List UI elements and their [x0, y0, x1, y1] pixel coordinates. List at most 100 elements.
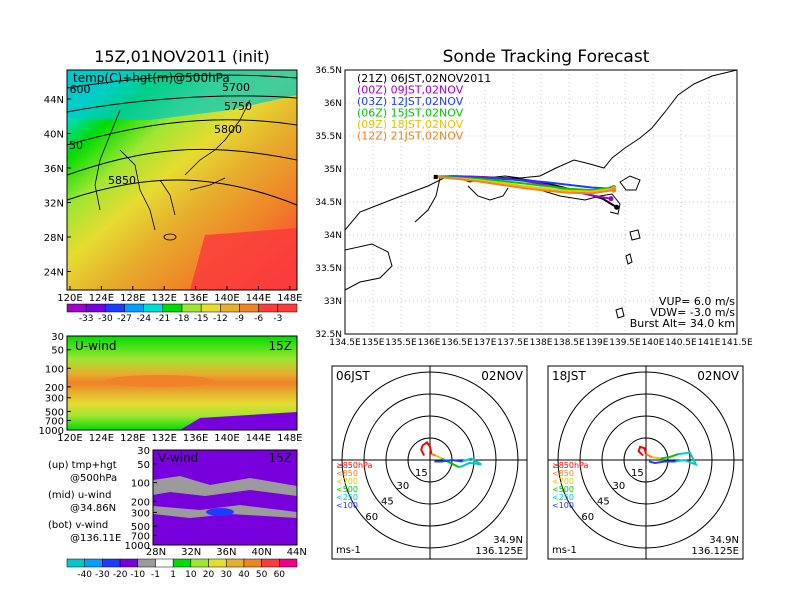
lat-tick-label: 40N: [44, 130, 64, 141]
pressure-tick-label: 100: [45, 364, 64, 375]
colorbar-label: -21: [155, 314, 170, 324]
lon-tick-label: 144E: [246, 433, 271, 444]
lat-tick-label: 40N: [251, 547, 271, 558]
coastline: [345, 70, 737, 231]
lon-tick-label: 134.5E: [329, 338, 361, 348]
pressure-tick-label: 700: [45, 416, 64, 427]
lon-tick-label: 138E: [530, 338, 553, 348]
pressure-tick-label: 1000: [39, 426, 64, 437]
tracking-lat-axis: 36.5N 36N 35.5N 35N 34.5N 34N 33.5N 33N 32.5N: [315, 66, 342, 340]
colorbar-swatch: [225, 558, 245, 568]
level-legend-entry: <250: [552, 493, 574, 502]
lon-tick-label: 136E: [418, 338, 441, 348]
landing-point: [611, 187, 617, 193]
lat-tick-label: 36.5N: [315, 66, 342, 76]
colorbar-label: -12: [213, 314, 228, 324]
contour-label: 50: [69, 139, 83, 152]
colorbar-label: -40: [77, 570, 92, 580]
level-legend-entry: <700: [336, 477, 358, 486]
panel-notes: (up) tmp+hgt @500hPa (mid) u-wind @34.86N (b…: [48, 460, 121, 544]
pressure-tick-label: 700: [131, 531, 150, 542]
colorbar-label: -24: [136, 314, 151, 324]
contour-label: 5850: [108, 174, 136, 187]
hodograph-trace: [434, 458, 463, 463]
lat-tick-label: 36N: [216, 547, 236, 558]
lat-tick-label: 44N: [287, 547, 307, 558]
pressure-tick-label: 300: [45, 394, 64, 405]
colorbar-swatch: [155, 558, 174, 568]
temperature-map: [67, 70, 297, 290]
run-legend-entry: (12Z) 21JST,02NOV: [357, 130, 464, 143]
colorbar-swatch: [162, 303, 183, 313]
colorbar-label: -20: [113, 570, 128, 580]
lat-tick-label: 33.5N: [315, 264, 342, 274]
colorbar-swatch: [243, 558, 262, 568]
map-variable-label: temp(C)+hgt(m)@500hPa: [73, 71, 230, 85]
lat-tick-label: 33N: [324, 297, 342, 307]
lon-tick-label: 120E: [57, 433, 82, 444]
hodograph-date: 02NOV: [481, 369, 523, 383]
colorbar-label: 50: [256, 570, 268, 580]
height-contour: [67, 179, 297, 206]
colorbar-swatch: [200, 303, 221, 313]
hodograph-trace: [660, 453, 679, 460]
colorbar-swatch: [66, 558, 85, 568]
lon-tick-label: 136E: [183, 293, 208, 304]
lon-tick-label: 128E: [120, 433, 145, 444]
pressure-tick-label: 50: [51, 346, 64, 357]
hodograph-frame: [331, 365, 528, 560]
colorbar-label: 20: [203, 570, 215, 580]
note-line: (mid) u-wind: [48, 490, 111, 501]
note-line: (bot) v-wind: [48, 520, 108, 531]
vwind-blue-core: [206, 508, 234, 516]
ring-label: 30: [397, 481, 410, 492]
ring-label: 60: [581, 512, 594, 523]
colorbar-swatch: [181, 303, 202, 313]
lon-tick-label: 138.5E: [553, 338, 585, 348]
contour-label: 5750: [224, 100, 252, 113]
hodograph-trace: [651, 456, 661, 460]
lat-tick-label: 35N: [324, 165, 342, 175]
left-title: 15Z,01NOV2011 (init): [94, 47, 270, 66]
pressure-tick-label: 1000: [125, 541, 150, 552]
ring-label: 30: [613, 481, 626, 492]
vwind-label: V-wind: [158, 451, 198, 465]
colorbar-swatch: [261, 558, 280, 568]
vwind-time: 15Z: [269, 451, 293, 465]
tracking-map-frame: [344, 69, 738, 335]
run-legend-entry: (03Z) 12JST,02NOV: [357, 95, 464, 108]
left-lon-axis: 120E 124E 128E 132E 136E 140E 144E 148E: [57, 286, 303, 304]
lat-tick-label: 35.5N: [315, 132, 342, 142]
run-legend-entry: (09Z) 18JST,02NOV: [357, 118, 464, 131]
run-legend: (21Z) 06JST,02NOV2011(00Z) 09JST,02NOV(0…: [357, 72, 491, 143]
colorbar-label: -18: [175, 314, 190, 324]
coastline: [345, 243, 393, 291]
colorbar-label: -3: [273, 314, 282, 324]
uwind-frame: [66, 335, 298, 431]
colorbar-label: 30: [221, 570, 233, 580]
level-legend-entry: <500: [336, 485, 358, 494]
hodograph-units: ms-1: [552, 545, 577, 556]
lon-tick-label: 136.5E: [441, 338, 473, 348]
level-legend-entry: <850: [336, 469, 358, 478]
wind-colorbar: -40 -30 -20 -10 -1 1 10 20 30 40 50 60: [66, 558, 298, 580]
hodograph-trace: [675, 451, 698, 467]
colorbar-label: -27: [117, 314, 132, 324]
height-contour: [67, 74, 297, 89]
contour-label: 5800: [214, 123, 242, 136]
island: [615, 229, 641, 319]
hodograph-lon: 136.125E: [691, 546, 739, 557]
note-line: (up) tmp+hgt: [48, 460, 117, 471]
colorbar-label: -30: [95, 570, 110, 580]
warm-red-region: [190, 228, 297, 290]
lon-tick-label: 140E: [642, 338, 665, 348]
run-legend-entry: (21Z) 06JST,02NOV2011: [357, 72, 491, 85]
lon-tick-label: 124E: [89, 293, 114, 304]
vwind-frame: [152, 449, 298, 546]
colorbar-label: 60: [274, 570, 286, 580]
hodograph-plot: [548, 366, 743, 559]
pressure-tick-label: 30: [51, 332, 64, 343]
